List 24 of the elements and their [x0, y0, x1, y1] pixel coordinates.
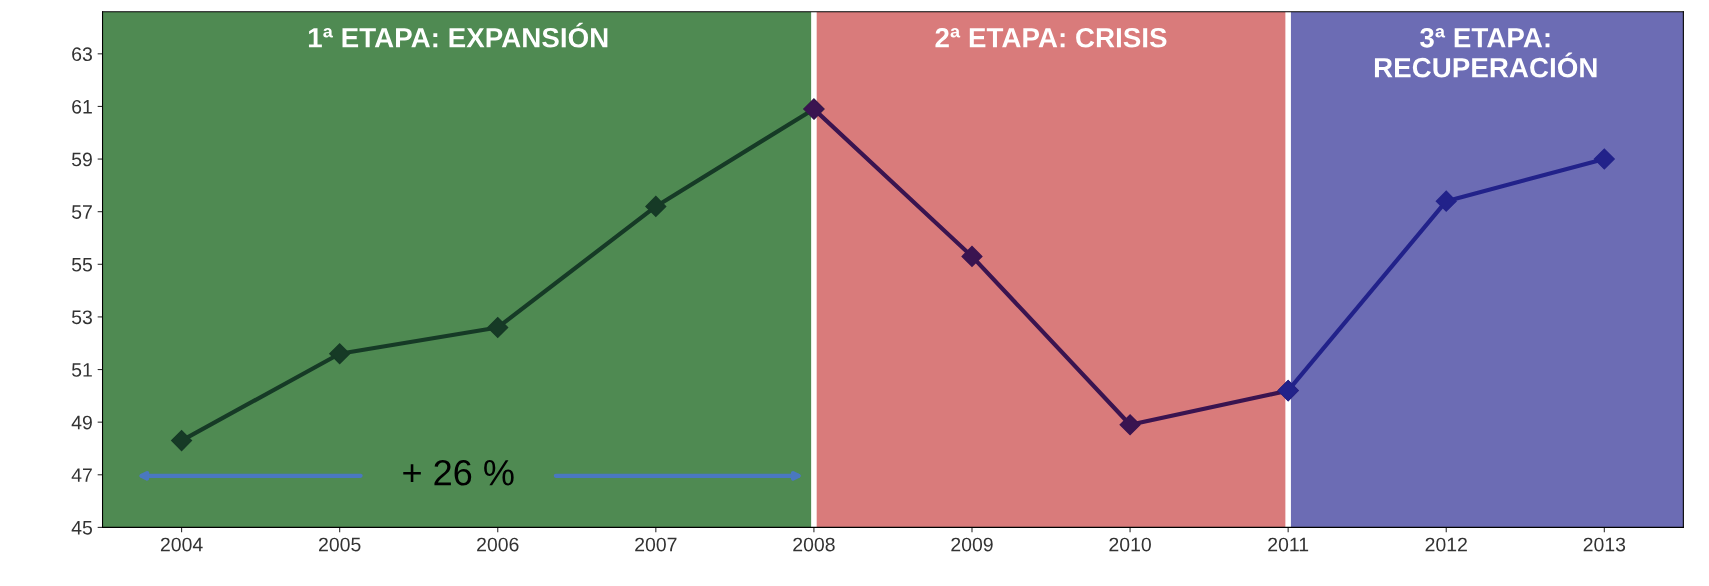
- x-tick-label: 2011: [1268, 537, 1309, 552]
- x-tick-label: 2012: [1425, 537, 1467, 552]
- x-tick-label: 2009: [951, 537, 993, 552]
- y-tick-label: 59: [71, 152, 92, 167]
- x-tick-label: 2005: [319, 537, 361, 552]
- band-label: 3ª ETAPA: RECUPERACIÓN: [1374, 27, 1597, 78]
- x-tick-label: 2010: [1109, 537, 1151, 552]
- x-tick-label: 2008: [793, 537, 835, 552]
- band-label: 1ª ETAPA: EXPANSIÓN: [308, 22, 608, 48]
- band-label: 2ª ETAPA: CRISIS: [935, 27, 1167, 48]
- y-tick-label: 61: [72, 99, 92, 114]
- x-tick-label: 2013: [1583, 537, 1626, 552]
- y-tick-label: 53: [71, 310, 92, 325]
- x-tick-label: 2007: [635, 537, 677, 552]
- x-tick-label: 2006: [477, 537, 519, 552]
- y-tick-label: 47: [71, 468, 92, 482]
- y-tick-label: 51: [71, 363, 92, 377]
- y-tick-label: 49: [71, 415, 92, 430]
- y-tick-label: 55: [71, 257, 92, 272]
- y-tick-label: 45: [71, 521, 92, 535]
- annotation: + 26 %: [403, 459, 514, 486]
- y-tick-label: 63: [72, 47, 92, 62]
- x-tick-label: 2004: [160, 537, 203, 552]
- y-tick-label: 57: [71, 205, 92, 219]
